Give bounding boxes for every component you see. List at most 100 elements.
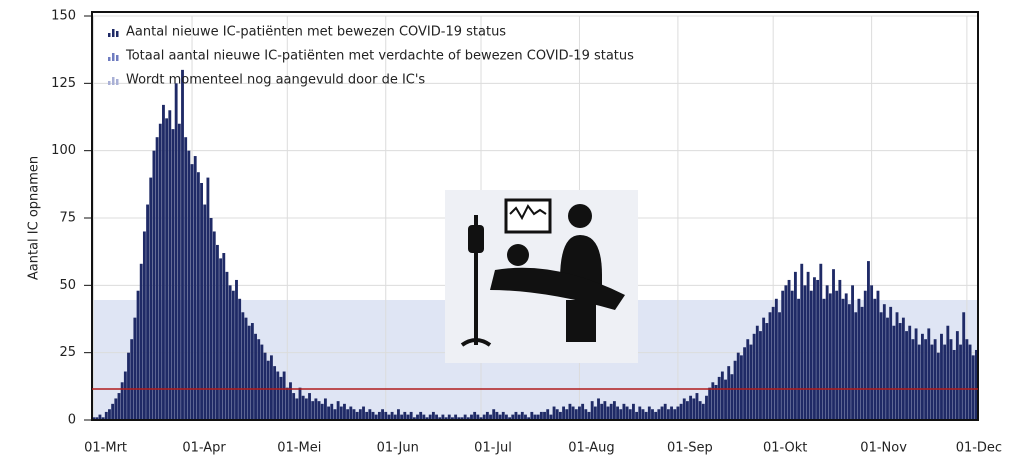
bar bbox=[269, 355, 273, 420]
bar bbox=[819, 263, 823, 420]
bar bbox=[212, 231, 216, 420]
bar bbox=[228, 285, 232, 420]
icu-icon bbox=[445, 190, 638, 363]
legend-swatch bbox=[116, 55, 119, 61]
bar bbox=[597, 398, 600, 420]
bar bbox=[736, 352, 740, 420]
bar bbox=[492, 409, 496, 420]
bar bbox=[514, 411, 518, 420]
bar bbox=[511, 414, 515, 420]
bar bbox=[409, 411, 413, 420]
bar bbox=[860, 306, 864, 420]
bar bbox=[298, 387, 302, 420]
bar bbox=[250, 323, 254, 420]
y-tick-label: 25 bbox=[59, 345, 76, 360]
bar bbox=[301, 395, 305, 420]
bar bbox=[870, 285, 874, 420]
bar bbox=[949, 339, 953, 420]
bar bbox=[193, 156, 197, 420]
legend: Aantal nieuwe IC-patiënten met bewezen C… bbox=[108, 25, 634, 88]
bar bbox=[533, 414, 537, 420]
bar bbox=[755, 325, 759, 420]
bar bbox=[686, 401, 689, 420]
bar bbox=[282, 371, 286, 420]
x-tick-label: 01-Okt bbox=[763, 441, 807, 456]
legend-swatch bbox=[112, 29, 115, 37]
bar bbox=[219, 258, 223, 420]
bar bbox=[162, 104, 165, 420]
bar bbox=[889, 306, 893, 420]
bar bbox=[784, 285, 788, 420]
bar bbox=[95, 417, 99, 420]
bar bbox=[139, 263, 143, 420]
bar bbox=[638, 406, 642, 420]
bar bbox=[581, 403, 585, 420]
bar bbox=[692, 398, 696, 420]
bar bbox=[546, 409, 550, 420]
bar bbox=[289, 382, 292, 420]
bar bbox=[377, 411, 381, 420]
bar bbox=[654, 411, 658, 420]
x-tick-label: 01-Aug bbox=[568, 441, 614, 456]
bar bbox=[276, 371, 280, 420]
bar bbox=[863, 290, 867, 420]
y-tick-label: 100 bbox=[51, 143, 76, 158]
bar bbox=[933, 339, 937, 420]
bar bbox=[733, 360, 737, 420]
bar bbox=[384, 411, 388, 420]
bar bbox=[959, 344, 962, 420]
bar bbox=[216, 244, 219, 420]
bar bbox=[955, 331, 959, 420]
bar bbox=[936, 352, 940, 420]
bar bbox=[616, 406, 619, 420]
bar bbox=[330, 403, 334, 420]
bar bbox=[438, 417, 442, 420]
bar bbox=[92, 417, 96, 420]
bar bbox=[225, 271, 229, 420]
bar bbox=[447, 414, 451, 420]
bar bbox=[146, 204, 150, 420]
bar bbox=[435, 414, 438, 420]
bar bbox=[149, 177, 153, 420]
bar bbox=[371, 411, 375, 420]
bar bbox=[828, 293, 832, 420]
bar bbox=[120, 382, 124, 420]
x-tick-label: 01-Apr bbox=[182, 441, 226, 456]
bar bbox=[876, 290, 880, 420]
bar bbox=[765, 323, 769, 420]
bar bbox=[917, 344, 921, 420]
bar bbox=[590, 401, 594, 420]
bar bbox=[314, 398, 318, 420]
bar bbox=[676, 406, 680, 420]
bar bbox=[374, 414, 378, 420]
x-tick-label: 01-Dec bbox=[956, 441, 1002, 456]
x-tick-label: 01-Mrt bbox=[84, 441, 127, 456]
bar bbox=[101, 417, 105, 420]
bar bbox=[517, 414, 521, 420]
bar bbox=[257, 339, 261, 420]
bar bbox=[416, 414, 419, 420]
bar bbox=[441, 414, 445, 420]
bar bbox=[809, 290, 813, 420]
bar bbox=[536, 414, 540, 420]
bar bbox=[571, 406, 575, 420]
bar bbox=[463, 414, 467, 420]
bar bbox=[333, 409, 337, 420]
bar bbox=[632, 403, 635, 420]
bar bbox=[362, 406, 365, 420]
bar bbox=[539, 411, 543, 420]
bar bbox=[454, 414, 458, 420]
bar bbox=[168, 110, 172, 421]
legend-label: Wordt momenteel nog aangevuld door de IC… bbox=[126, 73, 425, 88]
bar bbox=[593, 406, 597, 420]
bar bbox=[609, 403, 613, 420]
bar bbox=[177, 123, 181, 420]
bar bbox=[111, 403, 115, 420]
bar bbox=[867, 261, 870, 420]
bar bbox=[203, 204, 207, 420]
bar bbox=[117, 393, 121, 420]
bar bbox=[387, 414, 391, 420]
bar bbox=[479, 417, 483, 420]
bar bbox=[184, 137, 188, 420]
